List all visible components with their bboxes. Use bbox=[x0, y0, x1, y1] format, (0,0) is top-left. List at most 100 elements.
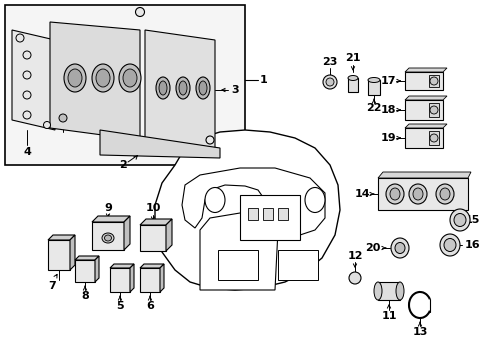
Bar bbox=[48, 240, 70, 270]
Ellipse shape bbox=[453, 213, 465, 226]
Text: 9: 9 bbox=[104, 203, 112, 213]
Polygon shape bbox=[50, 22, 140, 140]
Ellipse shape bbox=[159, 81, 167, 95]
Polygon shape bbox=[100, 130, 220, 158]
Bar bbox=[263, 208, 272, 220]
Circle shape bbox=[16, 34, 24, 42]
Bar bbox=[428, 131, 438, 145]
Bar bbox=[404, 100, 442, 120]
Ellipse shape bbox=[439, 234, 459, 256]
Ellipse shape bbox=[64, 64, 86, 92]
Ellipse shape bbox=[412, 188, 422, 200]
Circle shape bbox=[348, 272, 360, 284]
Bar bbox=[92, 222, 124, 250]
Polygon shape bbox=[130, 264, 134, 292]
Text: 22: 22 bbox=[366, 103, 381, 113]
Ellipse shape bbox=[390, 238, 408, 258]
Bar bbox=[428, 103, 438, 117]
Polygon shape bbox=[92, 216, 130, 222]
Bar bbox=[404, 128, 442, 148]
Circle shape bbox=[135, 8, 144, 17]
Ellipse shape bbox=[204, 188, 224, 212]
Ellipse shape bbox=[394, 243, 404, 253]
Polygon shape bbox=[110, 264, 134, 268]
Ellipse shape bbox=[443, 238, 455, 252]
Circle shape bbox=[429, 134, 437, 142]
Bar bbox=[367, 80, 379, 95]
Ellipse shape bbox=[449, 209, 469, 231]
Bar bbox=[377, 282, 399, 300]
Circle shape bbox=[23, 91, 31, 99]
Polygon shape bbox=[145, 30, 215, 148]
Polygon shape bbox=[124, 216, 130, 250]
Text: 13: 13 bbox=[411, 327, 427, 337]
Text: 5: 5 bbox=[116, 301, 123, 311]
Polygon shape bbox=[182, 168, 325, 235]
Circle shape bbox=[325, 78, 333, 86]
Ellipse shape bbox=[92, 64, 114, 92]
Bar bbox=[110, 268, 130, 292]
Polygon shape bbox=[200, 213, 278, 290]
Ellipse shape bbox=[395, 282, 403, 300]
Text: 11: 11 bbox=[381, 311, 396, 321]
Bar bbox=[75, 260, 95, 282]
Ellipse shape bbox=[367, 77, 379, 82]
Text: 4: 4 bbox=[23, 147, 31, 157]
Bar bbox=[428, 75, 438, 87]
Bar bbox=[247, 208, 258, 220]
Polygon shape bbox=[155, 130, 339, 290]
Polygon shape bbox=[140, 264, 163, 268]
Ellipse shape bbox=[408, 184, 426, 204]
Bar bbox=[404, 72, 442, 90]
Circle shape bbox=[323, 75, 336, 89]
Ellipse shape bbox=[104, 235, 111, 241]
Polygon shape bbox=[70, 235, 75, 270]
Ellipse shape bbox=[385, 184, 403, 204]
Text: 14: 14 bbox=[353, 189, 369, 199]
Ellipse shape bbox=[176, 77, 190, 99]
Text: 18: 18 bbox=[380, 105, 395, 115]
Circle shape bbox=[59, 114, 67, 122]
Polygon shape bbox=[75, 256, 99, 260]
Bar bbox=[377, 178, 467, 210]
Ellipse shape bbox=[123, 69, 137, 87]
Polygon shape bbox=[12, 30, 55, 130]
Bar bbox=[5, 5, 244, 165]
Polygon shape bbox=[140, 219, 172, 225]
Polygon shape bbox=[404, 68, 446, 72]
Bar bbox=[278, 250, 317, 280]
Polygon shape bbox=[95, 256, 99, 282]
Ellipse shape bbox=[373, 282, 381, 300]
Text: 17: 17 bbox=[380, 76, 395, 86]
Text: 21: 21 bbox=[345, 53, 360, 63]
Ellipse shape bbox=[96, 69, 110, 87]
Ellipse shape bbox=[199, 81, 206, 95]
Text: 23: 23 bbox=[322, 57, 337, 67]
Text: 7: 7 bbox=[48, 281, 56, 291]
Ellipse shape bbox=[68, 69, 82, 87]
Polygon shape bbox=[165, 219, 172, 251]
Text: 8: 8 bbox=[81, 291, 89, 301]
Polygon shape bbox=[48, 235, 75, 240]
Circle shape bbox=[429, 106, 437, 114]
Ellipse shape bbox=[347, 76, 357, 81]
Circle shape bbox=[23, 71, 31, 79]
Text: 1: 1 bbox=[260, 75, 267, 85]
Text: 10: 10 bbox=[145, 203, 161, 213]
Ellipse shape bbox=[196, 77, 209, 99]
Ellipse shape bbox=[305, 188, 325, 212]
Ellipse shape bbox=[156, 77, 170, 99]
Text: 2: 2 bbox=[119, 160, 126, 170]
Circle shape bbox=[23, 111, 31, 119]
Text: 3: 3 bbox=[231, 85, 238, 95]
Text: 6: 6 bbox=[146, 301, 154, 311]
Bar bbox=[140, 268, 160, 292]
Circle shape bbox=[429, 77, 437, 85]
Polygon shape bbox=[404, 96, 446, 100]
Ellipse shape bbox=[119, 64, 141, 92]
Text: 15: 15 bbox=[464, 215, 479, 225]
Bar bbox=[240, 195, 299, 240]
Text: 19: 19 bbox=[379, 133, 395, 143]
Ellipse shape bbox=[435, 184, 453, 204]
Ellipse shape bbox=[389, 188, 399, 200]
